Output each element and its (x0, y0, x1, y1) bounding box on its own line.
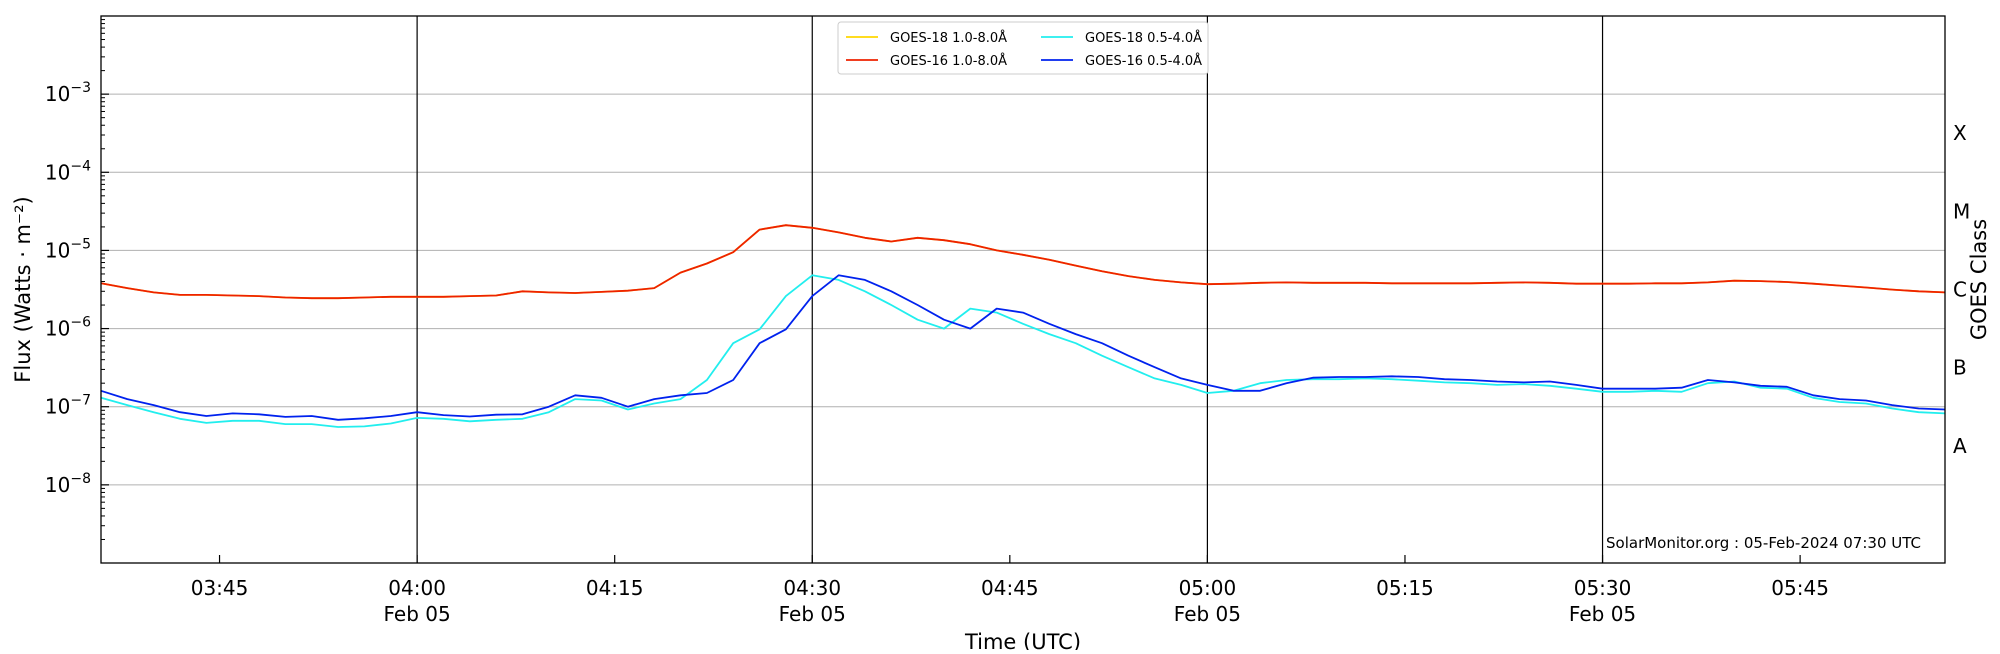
legend-box (837, 21, 1209, 75)
x-tick-label: 05:30 (1574, 576, 1632, 600)
legend-label: GOES-18 0.5-4.0Å (1085, 30, 1202, 46)
series-line-3 (100, 274, 1946, 428)
x-axis-title: Time (UTC) (964, 630, 1081, 650)
tick-layer (101, 19, 1801, 563)
y-tick-label: 10−3 (45, 80, 91, 106)
legend-label: GOES-18 1.0-8.0Å (890, 30, 1007, 46)
x-tick-date-label: Feb 05 (779, 602, 846, 626)
x-tick-label: 04:00 (388, 576, 446, 600)
series-layer (100, 224, 1946, 428)
series-line-1 (100, 224, 1946, 300)
y-tick-label: 10−4 (45, 158, 91, 184)
goes-class-axis-title: GOES Class (1967, 219, 1991, 340)
x-tick-date-label: Feb 05 (384, 602, 451, 626)
plot-frame (100, 15, 1946, 564)
y-tick-label: 10−7 (45, 393, 91, 419)
x-tick-label: 04:45 (981, 576, 1039, 600)
goes-class-label: M (1953, 199, 1970, 223)
x-tick-date-label: Feb 05 (1174, 602, 1241, 626)
goes-class-label: C (1953, 278, 1967, 302)
x-tick-label: 05:00 (1179, 576, 1237, 600)
credit-text: SolarMonitor.org : 05-Feb-2024 07:30 UTC (1606, 534, 1921, 552)
x-tick-date-label: Feb 05 (1569, 602, 1636, 626)
series-line-4 (100, 274, 1946, 421)
legend-label: GOES-16 1.0-8.0Å (890, 53, 1007, 69)
x-tick-label: 03:45 (191, 576, 249, 600)
x-tick-label: 04:30 (783, 576, 841, 600)
grid-layer (101, 93, 1945, 486)
x-tick-label: 04:15 (586, 576, 644, 600)
x-tick-label: 05:15 (1376, 576, 1434, 600)
legend-label: GOES-16 0.5-4.0Å (1085, 53, 1202, 69)
y-tick-label: 10−6 (45, 315, 91, 341)
goes-class-label: A (1953, 434, 1967, 458)
series-line-2 (100, 224, 1946, 300)
y-tick-label: 10−8 (45, 471, 91, 497)
vline-layer (416, 16, 1604, 563)
y-axis-title: Flux (Watts · m⁻²) (11, 196, 35, 382)
y-tick-label: 10−5 (45, 236, 91, 262)
goes-class-label: B (1953, 356, 1967, 380)
goes-class-label: X (1953, 121, 1967, 145)
legend: GOES-18 1.0-8.0Å GOES-16 1.0-8.0Å GOES-18 … (837, 21, 1209, 75)
x-tick-label: 05:45 (1771, 576, 1829, 600)
legend-items: GOES-18 1.0-8.0Å GOES-16 1.0-8.0Å GOES-18 … (846, 30, 1202, 69)
